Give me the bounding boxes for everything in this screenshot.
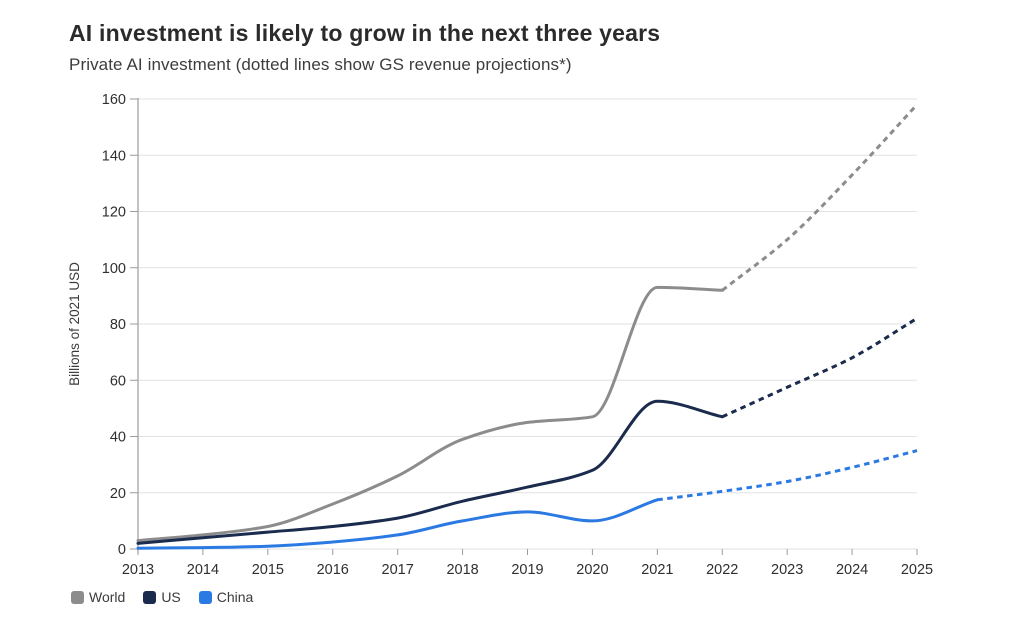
legend-color-chip: [198, 590, 212, 604]
y-axis-title: Billions of 2021 USD: [67, 262, 82, 386]
y-tick-label: 0: [118, 542, 126, 558]
y-tick-label: 140: [102, 148, 126, 164]
x-tick-label: 2023: [771, 562, 803, 578]
x-tick-label: 2020: [576, 562, 608, 578]
y-tick-label: 20: [110, 486, 126, 502]
chart-subtitle: Private AI investment (dotted lines show…: [69, 54, 572, 74]
x-tick-label: 2018: [446, 562, 478, 578]
legend-item-world: World: [71, 589, 125, 605]
legend-label: US: [161, 589, 181, 605]
legend-item-china: China: [198, 589, 254, 605]
y-tick-label: 80: [110, 317, 126, 333]
legend-label: China: [216, 589, 254, 605]
series-line-china: [136, 498, 659, 550]
y-tick-label: 100: [102, 261, 126, 277]
x-tick-label: 2025: [901, 562, 933, 578]
chart-header: AI investment is likely to grow in the n…: [69, 20, 969, 75]
x-tick-label: 2022: [706, 562, 738, 578]
x-tick-label: 2015: [252, 562, 284, 578]
x-tick-label: 2016: [317, 562, 349, 578]
legend-color-chip: [143, 590, 157, 604]
chart-legend: World US China: [71, 589, 253, 605]
x-tick-label: 2024: [836, 562, 868, 578]
x-tick-label: 2013: [122, 562, 154, 578]
legend-label: World: [89, 589, 126, 605]
legend-color-chip: [71, 590, 84, 604]
legend-item-us: US: [143, 589, 181, 605]
y-tick-label: 160: [102, 92, 126, 108]
x-tick-label: 2014: [187, 562, 219, 578]
y-tick-label: 40: [110, 430, 126, 446]
y-tick-label: 60: [110, 373, 126, 389]
series-line-us: [136, 399, 724, 545]
x-tick-label: 2021: [641, 562, 673, 578]
series-projection-china: [657, 449, 918, 502]
series-projection-us: [721, 317, 918, 419]
x-tick-label: 2019: [511, 562, 543, 578]
chart-title: AI investment is likely to grow in the n…: [69, 20, 661, 46]
y-tick-label: 120: [102, 205, 126, 221]
series-projection-world: [721, 103, 919, 292]
x-tick-label: 2017: [382, 562, 414, 578]
series-line-world: [136, 285, 724, 543]
